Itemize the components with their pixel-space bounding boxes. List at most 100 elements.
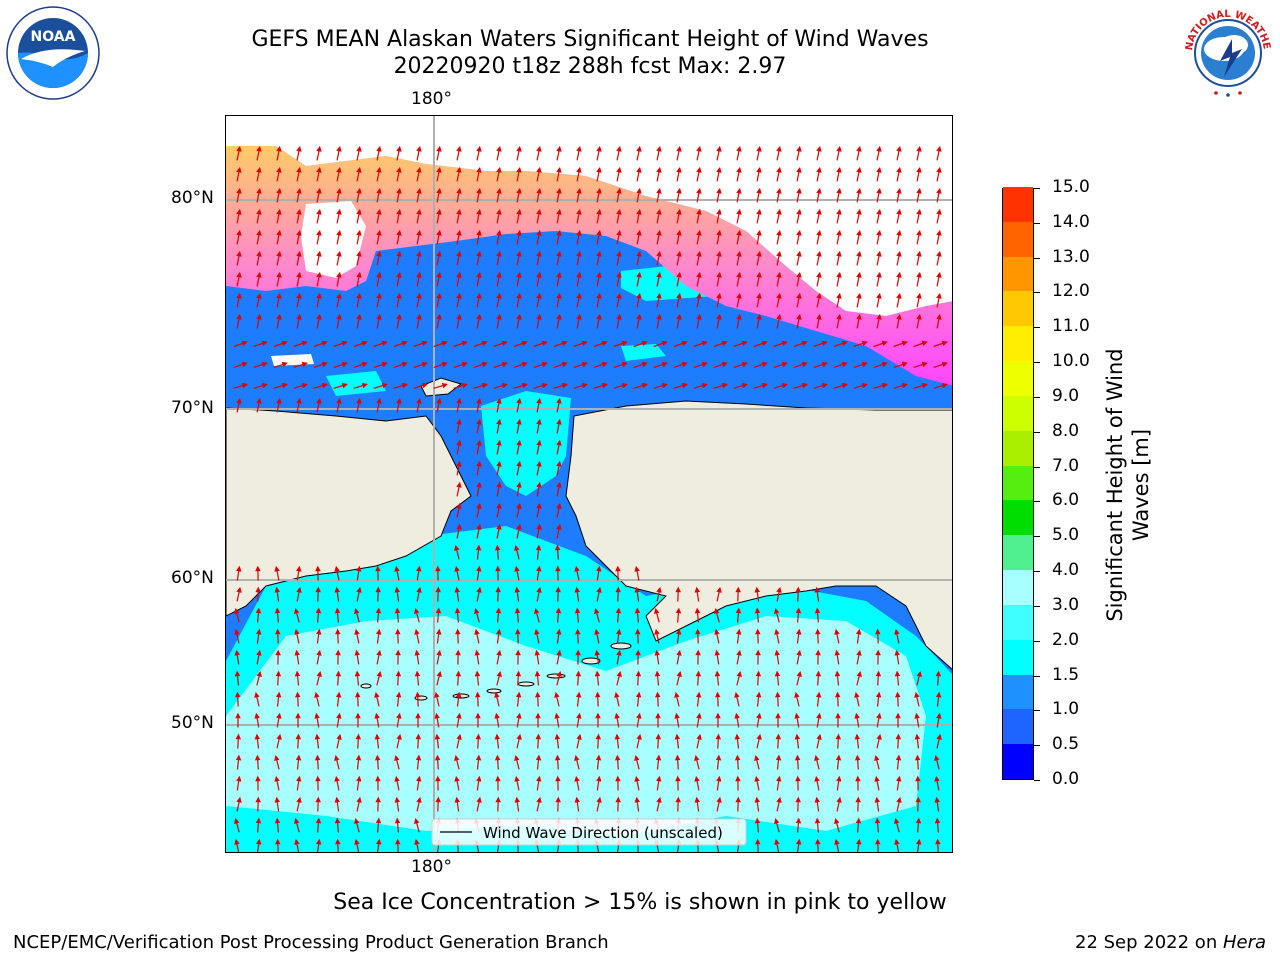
wind-arrow-head <box>694 796 701 803</box>
lat-label-50: 50°N <box>171 713 214 733</box>
wind-arrow-head <box>556 187 562 194</box>
wind-arrow-head <box>894 838 900 845</box>
wind-arrow-head <box>615 565 621 572</box>
wind-arrow-head <box>794 691 800 698</box>
wind-arrow-head <box>256 313 262 320</box>
wind-arrow-head <box>274 755 280 762</box>
wind-arrow-head <box>734 754 741 761</box>
colorbar-tick-label: 3.0 <box>1052 594 1080 615</box>
wind-arrow-head <box>414 691 421 698</box>
wind-arrow-head <box>914 733 921 740</box>
wind-arrow-head <box>476 481 482 488</box>
wind-arrow-head <box>561 382 568 389</box>
wind-arrow-head <box>235 733 242 740</box>
wind-arrow-head <box>576 712 582 719</box>
wind-arrow-head <box>495 607 502 614</box>
wind-arrow-head <box>236 292 242 299</box>
wind-arrow-head <box>776 271 782 278</box>
wind-arrow-head <box>656 250 662 257</box>
wind-arrow-head <box>234 838 240 845</box>
wind-arrow-head <box>556 439 562 446</box>
wind-arrow-head <box>816 271 822 278</box>
wind-arrow-head <box>795 817 802 824</box>
wind-arrow-head <box>854 691 860 698</box>
sea-ice-note: Sea Ice Concentration > 15% is shown in … <box>333 890 947 915</box>
wind-arrow-head <box>835 733 842 740</box>
wind-arrow-head <box>735 796 741 803</box>
colorbar <box>1002 186 1034 780</box>
wind-arrow-head <box>634 755 640 762</box>
wind-arrow-head <box>636 313 642 320</box>
wind-arrow-head <box>936 229 942 236</box>
wind-arrow-head <box>696 208 702 215</box>
wind-arrow-head <box>236 187 242 194</box>
wind-arrow-head <box>454 545 460 552</box>
wind-arrow-head <box>534 628 540 635</box>
colorbar-tick <box>1034 362 1040 364</box>
wind-arrow-head <box>581 361 588 368</box>
colorbar-segment <box>1003 708 1033 745</box>
wind-arrow-head <box>501 361 508 368</box>
wind-arrow-head <box>694 775 700 782</box>
wind-arrow-head <box>234 670 241 677</box>
wind-arrow-head <box>701 361 708 368</box>
wind-arrow-head <box>236 250 242 257</box>
wind-arrow-head <box>836 166 842 173</box>
wind-arrow-head <box>556 229 562 236</box>
wind-arrow-head <box>915 838 922 845</box>
wind-arrow-head <box>656 208 662 215</box>
lon-label-top: 180° <box>411 89 452 109</box>
wind-arrow-head <box>496 397 502 404</box>
wind-arrow-head <box>674 733 681 740</box>
wind-arrow-head <box>556 271 562 278</box>
wind-arrow-head <box>915 796 921 803</box>
map-legend-label: Wind Wave Direction (unscaled) <box>483 824 723 842</box>
colorbar-tick-label: 5.0 <box>1052 525 1080 546</box>
wind-arrow-head <box>796 271 802 278</box>
wind-arrow-head <box>836 145 842 152</box>
wind-arrow-head <box>434 691 440 698</box>
wind-arrow-head <box>696 229 702 236</box>
wind-arrow-head <box>676 166 682 173</box>
wind-arrow-head <box>256 166 262 173</box>
wind-arrow-head <box>276 397 282 404</box>
wind-arrow-head <box>396 397 402 404</box>
wind-arrow-head <box>395 628 401 635</box>
wind-arrow-head <box>715 733 722 740</box>
wind-arrow-head <box>296 166 302 173</box>
wind-arrow-head <box>374 754 381 761</box>
wind-arrow-head <box>656 187 662 194</box>
footer-date: 22 Sep 2022 on <box>1075 932 1223 953</box>
wind-arrow-head <box>856 649 862 656</box>
wind-arrow-head <box>316 166 322 173</box>
wind-arrow-head <box>714 670 721 677</box>
wind-arrow-head <box>434 754 441 761</box>
wind-arrow-head <box>875 649 881 656</box>
wind-arrow-head <box>876 166 882 173</box>
wind-arrow-head <box>476 439 482 446</box>
wind-arrow-head <box>241 382 248 389</box>
wind-arrow-head <box>254 754 261 761</box>
wind-arrow-head <box>773 818 780 825</box>
wind-arrow-head <box>416 796 422 803</box>
wind-arrow-head <box>234 649 240 656</box>
wind-arrow-head <box>696 313 702 320</box>
wind-arrow-head <box>275 838 281 845</box>
wind-arrow-head <box>276 271 282 278</box>
wind-arrow-head <box>474 649 480 656</box>
wind-arrow-head <box>796 187 802 194</box>
wind-arrow-head <box>816 250 822 257</box>
wind-arrow-head <box>413 818 420 825</box>
wind-arrow-head <box>914 691 920 698</box>
wind-arrow-head <box>636 166 642 173</box>
wind-arrow-head <box>816 712 822 719</box>
wind-arrow-head <box>734 733 741 740</box>
wind-arrow-head <box>536 418 542 425</box>
wind-arrow-head <box>375 565 381 572</box>
wind-arrow-head <box>894 691 901 698</box>
wind-arrow-head <box>436 649 442 656</box>
wind-arrow-head <box>561 340 568 346</box>
wind-arrow-head <box>336 145 342 152</box>
wind-arrow-head <box>256 271 262 278</box>
wind-arrow-head <box>596 187 602 194</box>
